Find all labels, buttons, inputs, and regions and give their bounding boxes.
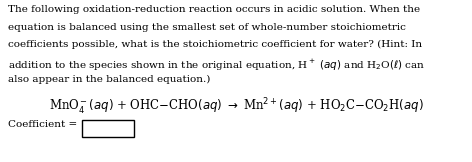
Text: addition to the species shown in the original equation, H$^+$ $(aq)$ and H$_2$O$: addition to the species shown in the ori… <box>8 58 425 73</box>
Text: Coefficient =: Coefficient = <box>8 120 81 129</box>
Text: equation is balanced using the smallest set of whole-number stoichiometric: equation is balanced using the smallest … <box>8 23 406 31</box>
Text: also appear in the balanced equation.): also appear in the balanced equation.) <box>8 75 211 84</box>
Text: The following oxidation-reduction reaction occurs in acidic solution. When the: The following oxidation-reduction reacti… <box>8 5 420 14</box>
Text: coefficients possible, what is the stoichiometric coefficient for water? (Hint: : coefficients possible, what is the stoic… <box>8 40 422 49</box>
Text: MnO$_4^-$$(aq)$ + OHC$-$CHO$(aq)$ $\rightarrow$ Mn$^{2+}$$(aq)$ + HO$_2$C$-$CO$_: MnO$_4^-$$(aq)$ + OHC$-$CHO$(aq)$ $\righ… <box>49 97 423 117</box>
Bar <box>82 120 134 137</box>
